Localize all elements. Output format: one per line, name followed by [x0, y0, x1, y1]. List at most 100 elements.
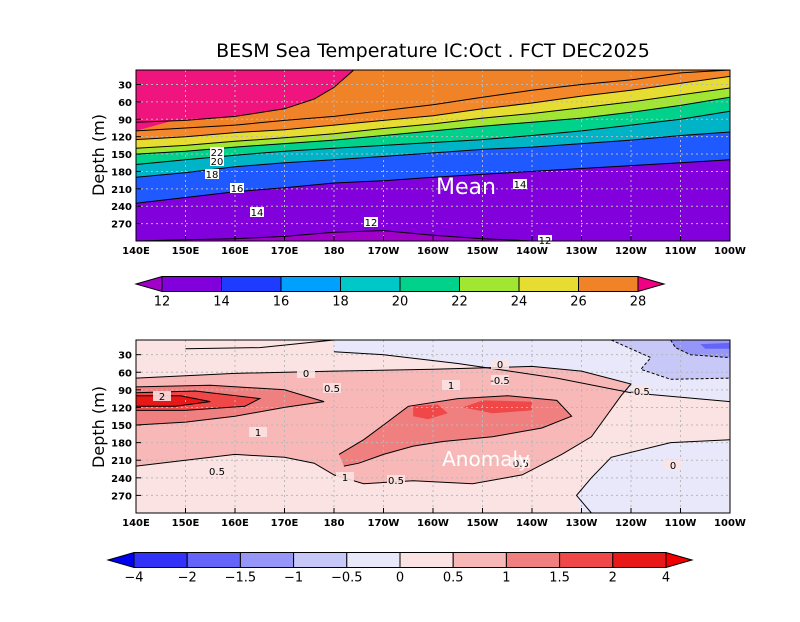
mean-colorbar-label: 12: [154, 295, 171, 310]
anom-contour-label-bg: [512, 458, 530, 468]
anom-contour-label-bg: [387, 475, 405, 485]
anom-colorbar-swatch: [612, 552, 667, 568]
mean-contour-label-bg: [210, 156, 224, 166]
anom-colorbar-swatch: [452, 552, 507, 568]
anom-colorbar-swatch: [346, 552, 401, 568]
mean-colorbar-label: 28: [630, 295, 647, 310]
mean-y-tick-label: 120: [111, 133, 132, 144]
mean-y-tick-label: 180: [111, 167, 132, 178]
mean-isotherm-t18: [136, 110, 730, 165]
mean-colorbar-high-arrow: [637, 275, 666, 293]
anom-colorbar-label: −2: [178, 571, 197, 586]
anom-contour-neg05: [610, 340, 730, 380]
anom-contour-label: 0: [497, 360, 503, 371]
mean-colorbar-label: 16: [273, 295, 290, 310]
anom-x-tick-label: 110W: [665, 518, 697, 529]
anom-colorbar-swatch: [559, 552, 614, 568]
anom-contour-label-bg: [336, 472, 354, 482]
mean-colorbar-label: 24: [511, 295, 528, 310]
mean-contour-label-bg: [230, 183, 244, 193]
anom-x-tick-label: 100W: [714, 518, 746, 529]
anom-y-tick-label: 120: [111, 403, 132, 414]
anom-x-tick-label: 170E: [271, 518, 299, 529]
anom-colorbar-label: −0.5: [331, 571, 363, 586]
anom-y-tick-label: 150: [111, 421, 132, 432]
mean-y-tick-label: 240: [111, 202, 132, 213]
mean-x-tick-label: 160W: [417, 246, 449, 257]
anom-pos15-c2: [413, 404, 448, 420]
anom-y-tick-label: 210: [111, 456, 132, 467]
anom-contour-label: 0.5: [209, 467, 225, 478]
anom-pos15-c1: [462, 400, 532, 414]
anom-contour-0-east: [575, 439, 730, 513]
anom-contour-label: 1: [342, 473, 348, 484]
mean-contour-label-bg: [364, 217, 378, 227]
anom-y-tick-label: 60: [118, 368, 132, 379]
mean-colorbar-swatch: [399, 276, 460, 292]
anom-contour-neg1: [670, 340, 730, 359]
mean-y-tick-label: 30: [118, 80, 132, 91]
anom-contour-label-bg: [491, 359, 509, 369]
anom-neg15: [700, 342, 730, 349]
anom-contour-0-west: [185, 340, 335, 350]
mean-y-tick-label: 270: [111, 220, 132, 231]
mean-isotherm-t16: [136, 131, 730, 178]
mean-colorbar-swatch: [459, 276, 520, 292]
anom-contour-label-bg: [249, 427, 267, 437]
anom-colorbar-label: −4: [124, 571, 143, 586]
mean-contour-label: 18: [206, 170, 219, 181]
anom-colorbar-low-arrow: [106, 551, 135, 569]
anomaly-colorbar: −4 −2 −1.5 −1 −0.5 0 0.5 1 1.5 2 4: [106, 551, 694, 586]
mean-colorbar-label: 14: [213, 295, 230, 310]
anom-colorbar-label: 0.5: [443, 571, 464, 586]
anom-contour-15-west: [136, 390, 262, 411]
anom-contour-label: 0: [303, 369, 309, 380]
anom-x-tick-label: 180: [324, 518, 345, 529]
anom-colorbar-label: −1.5: [225, 571, 257, 586]
anom-contour-label: 0.5: [324, 384, 340, 395]
anomaly-panel: 00-0.50.510.5210.510.50.5-0.50 Anomaly 1…: [89, 339, 746, 529]
anom-contour-1-west: [136, 384, 325, 426]
anom-colorbar-swatch: [239, 552, 295, 568]
anom-contour-label-bg: [491, 375, 509, 385]
anom-colorbar-swatch: [505, 552, 561, 568]
anom-colorbar-label: 1.5: [549, 571, 570, 586]
mean-x-tick-label: 170E: [271, 246, 299, 257]
mean-x-tick-label: 130W: [566, 246, 598, 257]
mean-y-axis-label: Depth (m): [89, 114, 108, 196]
anomaly-annotation: Anomaly: [442, 447, 530, 471]
anom-y-tick-label: 270: [111, 491, 132, 502]
mean-contour-label: 14: [251, 208, 264, 219]
anom-contour-label: 0.5: [513, 459, 529, 470]
anom-colorbar-swatch: [293, 552, 348, 568]
anom-contour-label-bg: [664, 460, 682, 470]
anom-colorbar-label: 4: [662, 571, 670, 586]
anom-colorbar-high-arrow: [665, 551, 694, 569]
mean-contour-label: 22: [211, 148, 224, 159]
anom-x-tick-label: 160E: [221, 518, 249, 529]
anom-x-tick-label: 120W: [615, 518, 647, 529]
anom-neg-region: [334, 340, 730, 513]
mean-x-tick-label: 150E: [172, 246, 200, 257]
anom-contour-label: 0.5: [388, 476, 404, 487]
mean-colorbar-label: 20: [392, 295, 409, 310]
anom-x-tick-label: 160W: [417, 518, 449, 529]
mean-x-tick-label: 140E: [122, 246, 150, 257]
anom-contour-label: 1: [255, 428, 261, 439]
anom-colorbar-swatch: [133, 552, 188, 568]
mean-colorbar: 12 14 16 18 20 22 24 26 28: [134, 275, 666, 310]
mean-y-tick-label: 150: [111, 150, 132, 161]
mean-colorbar-swatch: [161, 276, 222, 292]
anom-colorbar-label: 0: [396, 571, 404, 586]
anom-contour-label: -0.5: [630, 387, 650, 398]
mean-colorbar-low-arrow: [134, 275, 163, 293]
anom-contour-label-bg: [442, 380, 460, 390]
mean-x-tick-label: 180: [324, 246, 345, 257]
mean-x-tick-label: 110W: [665, 246, 697, 257]
mean-colorbar-swatch: [518, 276, 579, 292]
anom-pos1-central: [339, 395, 572, 467]
anom-contour-label-bg: [297, 368, 315, 378]
mean-contour-label-bg: [538, 235, 552, 245]
